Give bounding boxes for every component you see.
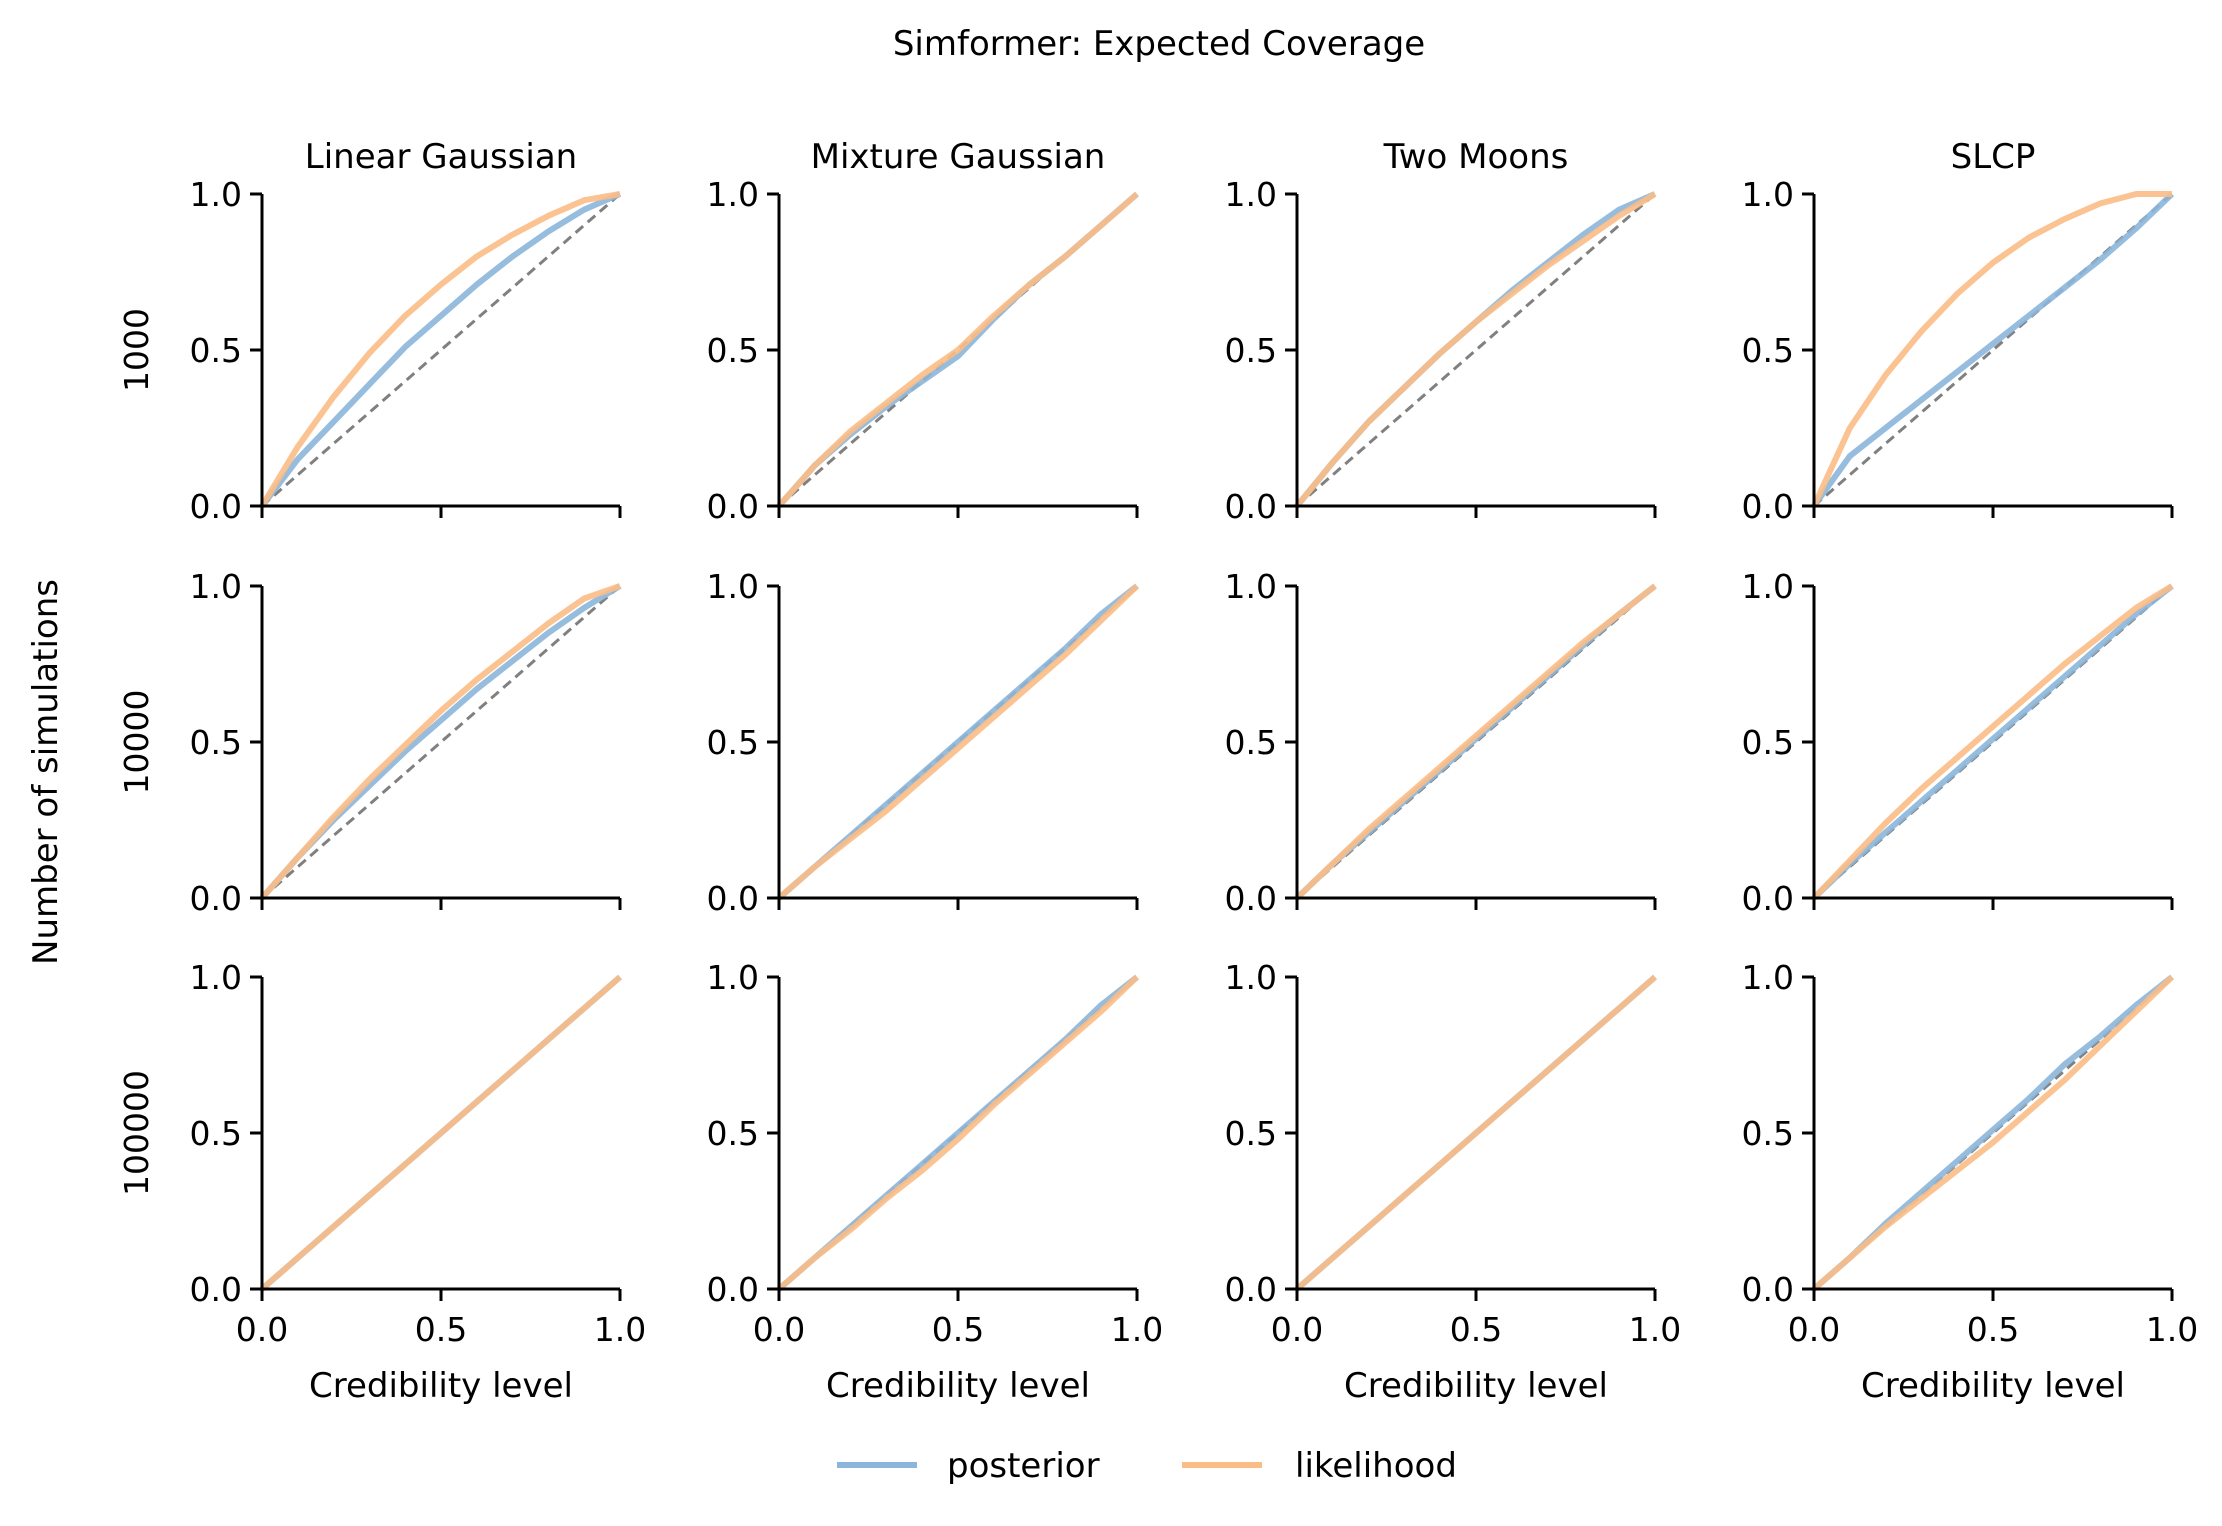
panel-mixture-gaussian-100000: 0.00.0 0.5 0.5 1.0 1.0 Credibility level [707,958,1164,1406]
diagonal-reference-line [261,584,621,900]
y-tick-label: 0.5 [190,1114,242,1153]
y-tick-label: 0.0 [190,487,242,526]
figure-ylabel: Number of simulations [26,579,66,965]
y-tick-label: 0.0 [707,487,759,526]
x-tick-label: 1.0 [1629,1310,1681,1349]
x-axis-label: Credibility level [1861,1366,2125,1406]
y-tick-label: 1.0 [707,567,759,606]
y-tick-label: 1.0 [707,175,759,214]
x-tick-label: 0.5 [1450,1310,1502,1349]
series-line-likelihood [1294,191,1657,508]
y-tick-label: 0.5 [1742,1114,1794,1153]
figure-title: Simformer: Expected Coverage [893,24,1425,64]
column-title: SLCP [1951,137,2036,177]
x-tick-label: 0.0 [1788,1310,1840,1349]
panel-mixture-gaussian-1000: 0.0 0.5 1.0 Mixture Gaussian [707,137,1139,526]
y-tick-label: 0.5 [707,331,759,370]
series-line-likelihood [777,974,1140,1292]
y-tick-label: 0.0 [707,1270,759,1309]
series-line-posterior [1811,191,2175,508]
y-tick-label: 0.5 [1225,331,1277,370]
series-line-likelihood [1294,583,1657,901]
panel-slcp-10000: 0.0 0.5 1.0 [1742,567,2174,918]
panel-two-moons-10000: 0.0 0.5 1.0 [1225,567,1657,918]
row-label: 10000 [117,690,156,795]
y-tick-label: 0.0 [1225,1270,1277,1309]
y-tick-label: 0.0 [707,879,759,918]
x-tick-label: 1.0 [1111,1310,1163,1349]
diagonal-reference-line [261,192,621,508]
y-tick-label: 1.0 [1742,567,1794,606]
y-tick-label: 0.5 [1742,723,1794,762]
y-tick-label: 1.0 [190,958,242,997]
x-tick-label: 1.0 [2146,1310,2198,1349]
panel-slcp-1000: 0.0 0.5 1.0 SLCP [1742,137,2175,526]
y-tick-label: 0.5 [1225,1114,1277,1153]
series-line-likelihood [259,583,621,900]
x-axis-label: Credibility level [1344,1366,1608,1406]
series-line-posterior [1811,583,2174,901]
x-tick-label: 0.0 [1271,1310,1323,1349]
x-tick-label: 1.0 [594,1310,646,1349]
column-title: Linear Gaussian [305,137,577,177]
series-line-likelihood [777,583,1140,901]
y-tick-label: 0.5 [1225,723,1277,762]
panel-slcp-100000: 0.00.0 0.5 0.5 1.0 1.0 Credibility level [1742,958,2199,1406]
y-tick-label: 1.0 [190,567,242,606]
y-tick-label: 0.5 [190,723,242,762]
y-tick-label: 0.5 [707,723,759,762]
series-line-likelihood [260,974,622,1292]
x-tick-label: 0.5 [1967,1310,2019,1349]
panel-linear-gaussian-1000: 0.0 0.5 1.0 Linear Gaussian 1000 [117,137,622,526]
legend-label-posterior: posterior [947,1446,1100,1486]
series-line-likelihood [1811,191,2172,508]
row-label: 100000 [117,1070,156,1196]
y-tick-label: 0.0 [1225,487,1277,526]
y-tick-label: 0.5 [190,331,242,370]
series-line-posterior [1294,583,1657,901]
y-tick-label: 1.0 [1225,175,1277,214]
y-tick-label: 1.0 [1225,567,1277,606]
legend-label-likelihood: likelihood [1295,1446,1457,1486]
y-tick-label: 0.0 [190,879,242,918]
x-tick-label: 0.0 [236,1310,288,1349]
y-tick-label: 0.0 [1742,1270,1794,1309]
y-tick-label: 0.0 [1225,879,1277,918]
y-tick-label: 1.0 [1225,958,1277,997]
y-tick-label: 0.5 [1742,331,1794,370]
y-tick-label: 1.0 [1742,958,1794,997]
x-axis-label: Credibility level [826,1366,1090,1406]
y-tick-label: 1.0 [707,958,759,997]
row-label: 1000 [117,308,156,392]
series-line-likelihood [259,191,621,508]
series-line-likelihood [776,191,1139,508]
x-tick-label: 0.5 [932,1310,984,1349]
series-line-likelihood [1811,583,2174,901]
panel-mixture-gaussian-10000: 0.0 0.5 1.0 [707,567,1140,918]
column-title: Mixture Gaussian [811,137,1106,177]
y-tick-label: 0.5 [707,1114,759,1153]
series-line-posterior [259,191,622,508]
y-tick-label: 0.0 [190,1270,242,1309]
series-line-likelihood [1295,974,1657,1292]
panel-linear-gaussian-100000: 0.00.0 0.5 0.5 1.0 1.0 100000 Credibility leve… [117,958,646,1406]
column-title: Two Moons [1383,137,1569,177]
x-tick-label: 0.0 [753,1310,805,1349]
panel-two-moons-100000: 0.00.0 0.5 0.5 1.0 1.0 Credibility level [1225,958,1682,1406]
panel-grid: 0.0 0.5 1.0 Linear Gaussian 1000 0.0 0.5 1.0 Mix… [117,137,2198,1406]
x-tick-label: 0.5 [415,1310,467,1349]
y-tick-label: 0.0 [1742,879,1794,918]
series-line-likelihood [1812,974,2175,1292]
legend: posterior likelihood [837,1446,1457,1486]
y-tick-label: 0.0 [1742,487,1794,526]
y-tick-label: 1.0 [1742,175,1794,214]
panel-two-moons-1000: 0.0 0.5 1.0 Two Moons [1225,137,1657,526]
y-tick-label: 1.0 [190,175,242,214]
x-axis-label: Credibility level [309,1366,573,1406]
panel-linear-gaussian-10000: 0.0 0.5 1.0 10000 [117,567,622,918]
diagonal-reference-line [1296,192,1656,508]
